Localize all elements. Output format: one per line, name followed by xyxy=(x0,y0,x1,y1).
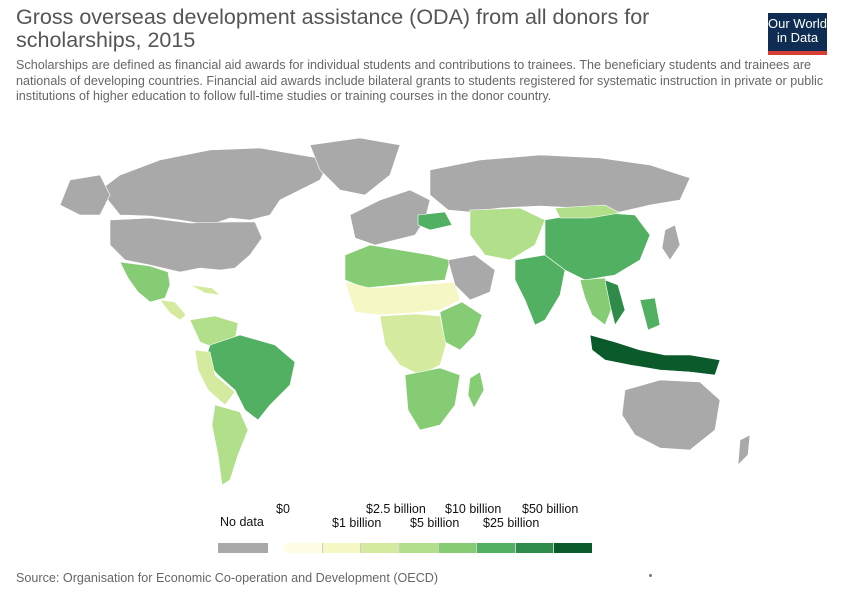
region-mongolia[interactable] xyxy=(554,204,621,219)
region-philippines[interactable] xyxy=(639,297,661,331)
region-southern-africa[interactable] xyxy=(404,367,461,431)
legend-label-0: $0 xyxy=(276,502,290,516)
legend-swatch-1 xyxy=(322,543,362,553)
legend-label-5: $25 billion xyxy=(483,516,540,530)
region-india[interactable] xyxy=(514,254,566,326)
legend-swatch-3 xyxy=(399,543,439,553)
region-east-africa[interactable] xyxy=(439,301,483,351)
legend-label-3: $5 billion xyxy=(410,516,460,530)
region-argentina-chile[interactable] xyxy=(211,404,249,486)
legend-swatch-4 xyxy=(438,543,478,553)
legend-color-scale xyxy=(284,543,592,553)
legend-swatch-6 xyxy=(515,543,555,553)
region-iran-central-asia[interactable] xyxy=(469,207,546,261)
region-europe[interactable] xyxy=(349,189,431,246)
region-north-africa[interactable] xyxy=(344,244,451,289)
world-map xyxy=(59,137,751,486)
decorative-dot xyxy=(649,574,652,577)
legend-label-4: $10 billion xyxy=(445,502,502,516)
legend-no-data-swatch xyxy=(218,543,268,553)
region-peru-bolivia[interactable] xyxy=(194,349,236,406)
legend-swatch-0 xyxy=(284,543,323,553)
legend-swatch-2 xyxy=(361,543,400,553)
source-note[interactable]: Source: Organisation for Economic Co-ope… xyxy=(16,571,439,585)
region-greenland[interactable] xyxy=(309,137,401,196)
chart-subtitle: Scholarships are defined as financial ai… xyxy=(16,58,824,103)
region-mexico[interactable] xyxy=(119,261,171,303)
logo-line-2: in Data xyxy=(776,30,819,45)
region-brazil[interactable] xyxy=(204,334,296,421)
region-canada[interactable] xyxy=(99,147,331,226)
legend-swatch-7 xyxy=(554,543,592,553)
region-caribbean[interactable] xyxy=(189,284,221,296)
owid-logo[interactable]: Our World in Data xyxy=(768,13,827,55)
logo-line-1: Our World xyxy=(768,16,827,31)
region-central-africa[interactable] xyxy=(379,313,447,376)
region-vietnam[interactable] xyxy=(604,279,626,326)
region-russia[interactable] xyxy=(429,154,691,213)
region-madagascar[interactable] xyxy=(467,371,485,409)
region-new-zealand[interactable] xyxy=(737,434,751,466)
legend-label-1: $1 billion xyxy=(332,516,382,530)
region-saudi-arabia[interactable] xyxy=(447,254,496,301)
region-japan[interactable] xyxy=(661,224,681,261)
chart-title: Gross overseas development assistance (O… xyxy=(16,5,650,52)
region-sahel[interactable] xyxy=(344,281,461,316)
legend-label-6: $50 billion xyxy=(522,502,579,516)
region-indonesia[interactable] xyxy=(589,334,721,376)
region-ukraine[interactable] xyxy=(417,211,453,231)
region-indochina[interactable] xyxy=(579,277,616,326)
legend-label-2: $2.5 billion xyxy=(366,502,426,516)
region-australia[interactable] xyxy=(621,379,721,451)
region-usa[interactable] xyxy=(109,217,263,273)
region-central-america[interactable] xyxy=(159,299,187,321)
region-alaska[interactable] xyxy=(59,174,111,216)
legend-no-data-label: No data xyxy=(220,515,264,529)
legend-swatch-5 xyxy=(477,543,516,553)
